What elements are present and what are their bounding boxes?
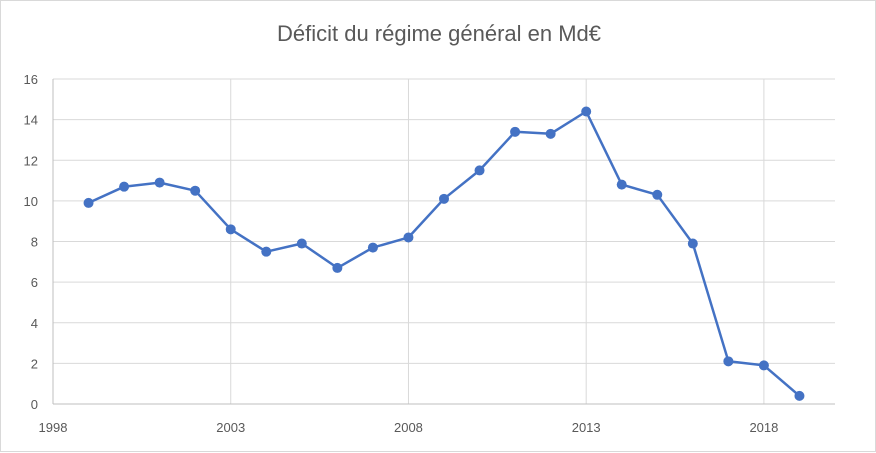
data-point <box>261 246 272 257</box>
data-point <box>794 390 805 401</box>
y-tick-label: 10 <box>24 194 38 209</box>
x-tick-label: 2008 <box>394 420 423 435</box>
y-tick-label: 8 <box>31 235 38 250</box>
x-tick-label: 2003 <box>216 420 245 435</box>
data-point <box>687 238 698 249</box>
y-tick-label: 12 <box>24 153 38 168</box>
data-point <box>439 193 449 204</box>
chart-title: Déficit du régime général en Md€ <box>276 21 602 46</box>
data-point <box>190 185 201 196</box>
data-point <box>758 360 769 371</box>
y-tick-label: 16 <box>24 72 38 87</box>
axes <box>52 79 835 405</box>
data-point <box>403 232 414 243</box>
data-point <box>723 356 734 367</box>
data-point <box>652 189 663 200</box>
x-tick-label: 2013 <box>572 420 601 435</box>
data-point <box>367 242 378 253</box>
data-point <box>119 181 130 192</box>
data-point <box>296 238 307 249</box>
y-tick-label: 0 <box>31 397 38 412</box>
data-point <box>474 165 485 176</box>
y-tick-label: 6 <box>31 275 38 290</box>
y-tick-label: 2 <box>31 356 38 371</box>
gridlines <box>53 78 835 404</box>
data-point <box>581 106 592 117</box>
x-tick-label: 2018 <box>749 420 778 435</box>
series-line <box>87 110 801 397</box>
x-tick-label: 1998 <box>39 420 68 435</box>
data-point <box>616 179 627 190</box>
data-point <box>510 126 521 137</box>
y-tick-label: 14 <box>24 113 38 128</box>
data-point <box>332 262 343 273</box>
tick-labels: 0 2 4 6 8 10 12 14 16 1998 2003 2008 2013 2018 <box>24 72 779 435</box>
y-tick-label: 4 <box>31 316 38 331</box>
data-point <box>83 197 94 208</box>
data-point <box>225 224 236 235</box>
data-point <box>545 128 556 139</box>
data-point <box>154 177 165 188</box>
series <box>83 106 805 401</box>
